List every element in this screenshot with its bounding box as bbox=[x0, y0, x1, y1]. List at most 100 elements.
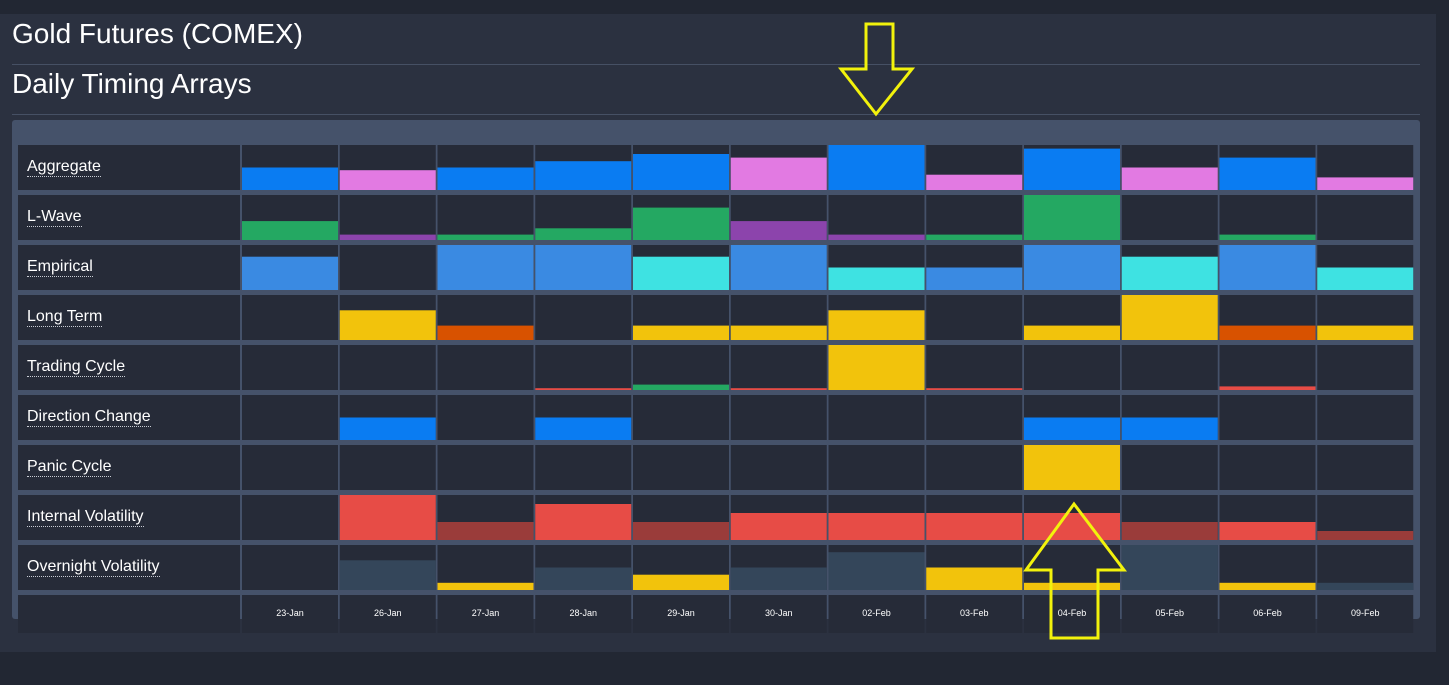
heatmap-bar bbox=[1024, 195, 1120, 240]
heatmap-cell bbox=[339, 195, 436, 240]
heatmap-cell bbox=[926, 395, 1023, 440]
axis-cell bbox=[1219, 595, 1316, 633]
heatmap-cell bbox=[437, 345, 534, 390]
heatmap-bar bbox=[535, 228, 632, 240]
axis-cell bbox=[730, 595, 827, 633]
annotation-arrows bbox=[837, 22, 1128, 640]
heatmap-bar bbox=[730, 245, 827, 290]
row-label: Long Term bbox=[27, 308, 103, 327]
heatmap-bar bbox=[1121, 256, 1218, 290]
heatmap-cell bbox=[926, 195, 1023, 240]
row-label: L-Wave bbox=[27, 208, 82, 227]
heatmap-bar bbox=[437, 167, 534, 190]
heatmap-bar bbox=[1024, 417, 1120, 440]
heatmap-bar bbox=[339, 560, 436, 590]
subtitle-divider bbox=[12, 114, 1420, 115]
heatmap-cell bbox=[242, 545, 338, 590]
heatmap-cell bbox=[242, 345, 338, 390]
heatmap-bar bbox=[1219, 522, 1316, 540]
heatmap-bar bbox=[535, 417, 632, 440]
row-label: Direction Change bbox=[27, 408, 151, 427]
heatmap-cell bbox=[437, 545, 534, 590]
heatmap-cell bbox=[926, 345, 1023, 390]
heatmap-bar bbox=[242, 221, 338, 240]
heatmap-cell bbox=[633, 445, 729, 490]
heatmap-cell bbox=[535, 295, 632, 340]
row-label-cell bbox=[18, 395, 240, 440]
heatmap-bar bbox=[1024, 513, 1120, 540]
row-label: Trading Cycle bbox=[27, 358, 126, 377]
heatmap-bar bbox=[1317, 267, 1414, 290]
heatmap-bar bbox=[535, 504, 632, 540]
row-label-cell bbox=[18, 545, 240, 590]
date-tick-label: 28-Jan bbox=[569, 608, 598, 618]
heatmap-cell bbox=[1219, 195, 1316, 240]
heatmap-cell bbox=[1024, 345, 1120, 390]
heatmap-bar bbox=[535, 245, 632, 290]
heatmap-cell bbox=[1317, 445, 1414, 490]
heatmap-cell bbox=[242, 495, 338, 540]
date-tick-label: 27-Jan bbox=[471, 608, 500, 618]
heatmap-bar bbox=[535, 388, 632, 390]
date-tick-label: 04-Feb bbox=[1057, 608, 1087, 618]
date-tick-label: 09-Feb bbox=[1350, 608, 1380, 618]
heatmap-bar bbox=[1024, 325, 1120, 340]
heatmap-bar bbox=[926, 567, 1023, 590]
heatmap-bar bbox=[1024, 582, 1120, 590]
heatmap-bar bbox=[730, 567, 827, 590]
heatmap-bar bbox=[828, 267, 925, 290]
heatmap-cell bbox=[1317, 545, 1414, 590]
heatmap-bar bbox=[828, 234, 925, 240]
up-arrow-annotation bbox=[1023, 501, 1128, 640]
heatmap-bar bbox=[730, 325, 827, 340]
down-arrow-annotation bbox=[837, 22, 916, 117]
heatmap-bar bbox=[926, 234, 1023, 240]
heatmap-bar bbox=[339, 495, 436, 540]
date-tick-label: 23-Jan bbox=[276, 608, 304, 618]
heatmap-cell bbox=[437, 195, 534, 240]
row-label-cell bbox=[18, 345, 240, 390]
date-tick-label: 05-Feb bbox=[1155, 608, 1185, 618]
heatmap-bar bbox=[828, 310, 925, 340]
heatmap-bar bbox=[339, 170, 436, 190]
axis-label-cell bbox=[18, 595, 240, 633]
page-title: Gold Futures (COMEX) bbox=[12, 18, 303, 49]
heatmap-bar bbox=[535, 161, 632, 190]
heatmap-bar bbox=[1024, 148, 1120, 190]
heatmap-cell bbox=[437, 395, 534, 440]
heatmap-cell bbox=[1219, 395, 1316, 440]
heatmap-bar bbox=[730, 221, 827, 240]
heatmap-bar bbox=[633, 325, 729, 340]
heatmap-cell bbox=[242, 445, 338, 490]
heatmap-bar bbox=[828, 345, 925, 390]
heatmap-cell bbox=[730, 445, 827, 490]
heatmap-bar bbox=[1219, 234, 1316, 240]
heatmap-bar bbox=[437, 245, 534, 290]
heatmap-cell bbox=[535, 345, 632, 390]
heatmap-bar bbox=[1219, 157, 1316, 190]
heatmap-bar bbox=[828, 145, 925, 190]
row-label-cell bbox=[18, 145, 240, 190]
heatmap-bar bbox=[1121, 522, 1218, 540]
heatmap-cell bbox=[242, 395, 338, 440]
heatmap-cell bbox=[828, 395, 925, 440]
heatmap-bar bbox=[1121, 417, 1218, 440]
date-tick-label: 29-Jan bbox=[667, 608, 695, 618]
row-label-cell bbox=[18, 195, 240, 240]
heatmap-bar bbox=[1219, 325, 1316, 340]
heatmap-cell bbox=[339, 445, 436, 490]
heatmap-bar bbox=[730, 388, 827, 390]
date-tick-label: 06-Feb bbox=[1253, 608, 1282, 618]
heatmap-cell bbox=[730, 395, 827, 440]
heatmap-cell bbox=[1219, 445, 1316, 490]
heatmap-bar bbox=[339, 234, 436, 240]
heatmap-bar bbox=[437, 325, 534, 340]
heatmap-cell bbox=[339, 245, 436, 290]
heatmap-bar bbox=[339, 310, 436, 340]
heatmap-cell bbox=[1317, 395, 1414, 440]
heatmap-cell bbox=[437, 445, 534, 490]
heatmap-bar bbox=[633, 207, 729, 240]
row-label-cell bbox=[18, 495, 240, 540]
heatmap-cell bbox=[730, 345, 827, 390]
